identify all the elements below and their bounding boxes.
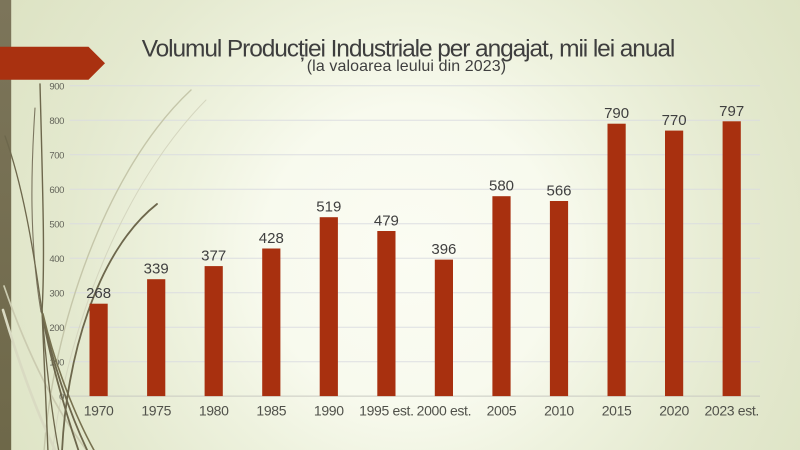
svg-text:566: 566 <box>546 183 571 200</box>
svg-text:1985: 1985 <box>256 403 286 419</box>
svg-text:1970: 1970 <box>84 403 114 419</box>
svg-text:700: 700 <box>49 150 64 161</box>
svg-text:2005: 2005 <box>487 403 517 419</box>
svg-text:1975: 1975 <box>141 403 171 419</box>
svg-text:479: 479 <box>374 213 399 230</box>
svg-text:339: 339 <box>144 261 169 278</box>
svg-text:770: 770 <box>662 112 687 129</box>
svg-text:(la valoarea leului din 2023): (la valoarea leului din 2023) <box>307 58 506 75</box>
svg-text:268: 268 <box>86 285 111 302</box>
svg-text:2020: 2020 <box>659 403 689 419</box>
svg-text:2015: 2015 <box>602 403 632 419</box>
svg-text:900: 900 <box>49 81 64 92</box>
svg-text:600: 600 <box>49 185 64 196</box>
svg-text:Volumul Producției Industriale: Volumul Producției Industriale per angaj… <box>142 36 674 63</box>
svg-text:1990: 1990 <box>314 403 344 419</box>
svg-text:797: 797 <box>719 103 744 120</box>
svg-text:580: 580 <box>489 178 514 195</box>
svg-text:1980: 1980 <box>199 403 229 419</box>
svg-text:1995 est.: 1995 est. <box>359 403 413 419</box>
svg-text:2010: 2010 <box>544 403 574 419</box>
svg-text:400: 400 <box>49 254 64 265</box>
svg-text:300: 300 <box>49 288 64 299</box>
svg-text:500: 500 <box>49 219 64 230</box>
svg-text:2023 est.: 2023 est. <box>704 403 758 419</box>
svg-text:790: 790 <box>604 105 629 122</box>
svg-text:377: 377 <box>201 248 226 265</box>
svg-text:800: 800 <box>49 116 64 127</box>
svg-text:2000 est.: 2000 est. <box>417 403 471 419</box>
svg-text:519: 519 <box>316 199 341 216</box>
svg-text:396: 396 <box>431 241 456 258</box>
svg-text:428: 428 <box>259 230 284 247</box>
svg-text:200: 200 <box>49 323 64 334</box>
